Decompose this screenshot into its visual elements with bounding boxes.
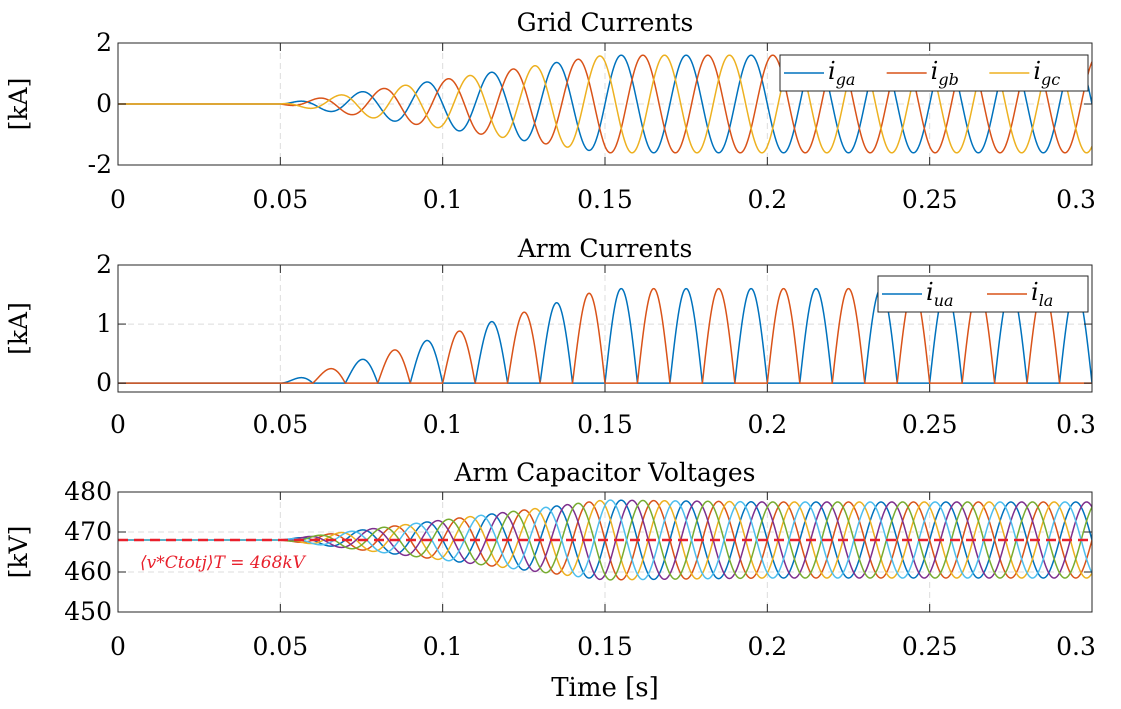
x-tick-label: 0.1 [423,632,463,661]
x-tick-label: 0.15 [577,410,633,439]
y-tick-label: 1 [96,309,112,338]
y-tick-label: 480 [64,477,112,506]
series-line-i_la [118,287,1092,384]
grid-currents-panel: 0 0.05 0.1 0.15 0.2 0.25 0.3 -2 0 2 Grid Currents [… [4,8,1096,214]
y-tick-label: 2 [96,28,112,57]
x-tick-label: 0.1 [423,185,463,214]
x-tick-label: 0 [110,632,126,661]
arm-capacitor-voltages-panel: ⟨v*Ctotj⟩T = 468kV 0 0.05 0.1 0.15 0.2 0.25 0.3… [4,458,1096,703]
legend: iua ila [877,275,1089,313]
arm-currents-panel: 0 0.05 0.1 0.15 0.2 0.25 0.3 0 1 2 Arm Currents [kA… [4,234,1096,439]
x-tick-label: 0.3 [1056,185,1096,214]
x-tick-label: 0.25 [902,632,958,661]
x-axis-label: Time [s] [551,673,659,703]
y-tick-label: 450 [64,597,112,626]
x-tick-label: 0.25 [902,185,958,214]
legend: iga igb igc [779,54,1089,92]
x-tick-label: 0.05 [252,185,308,214]
x-tick-label: 0.3 [1056,410,1096,439]
y-tick-label: 0 [96,368,112,397]
x-tick-label: 0 [110,185,126,214]
y-tick-label: 460 [64,557,112,586]
x-tick-label: 0.05 [252,632,308,661]
y-tick-label: 2 [96,250,112,279]
x-tick-label: 0 [110,410,126,439]
legend-label-i_ga: iga [828,57,855,89]
legend-label-i_gc: igc [1033,57,1060,89]
x-tick-label: 0.05 [252,410,308,439]
legend-label-i_ua: iua [926,278,954,310]
y-axis-label: [kV] [4,526,33,579]
legend-label-i_la: ila [1031,278,1053,310]
y-axis-label: [kA] [4,302,33,355]
y-tick-label: 470 [64,517,112,546]
legend-box [779,54,1089,92]
x-tick-label: 0.25 [902,410,958,439]
x-tick-label: 0.15 [577,185,633,214]
panel-title: Grid Currents [517,8,694,37]
x-tick-label: 0.1 [423,410,463,439]
y-tick-label: 0 [96,89,112,118]
y-tick-label: -2 [88,150,112,179]
legend-label-i_gb: igb [931,57,959,89]
reference-annotation: ⟨v*Ctotj⟩T = 468kV [140,553,307,573]
series-group [118,499,1092,581]
x-tick-label: 0.2 [747,185,787,214]
x-tick-label: 0.2 [747,632,787,661]
x-tick-label: 0.2 [747,410,787,439]
y-axis-label: [kA] [4,78,33,131]
panel-title: Arm Capacitor Voltages [454,458,756,487]
series-group [118,287,1092,384]
x-tick-label: 0.15 [577,632,633,661]
x-tick-label: 0.3 [1056,632,1096,661]
panel-title: Arm Currents [517,234,693,263]
